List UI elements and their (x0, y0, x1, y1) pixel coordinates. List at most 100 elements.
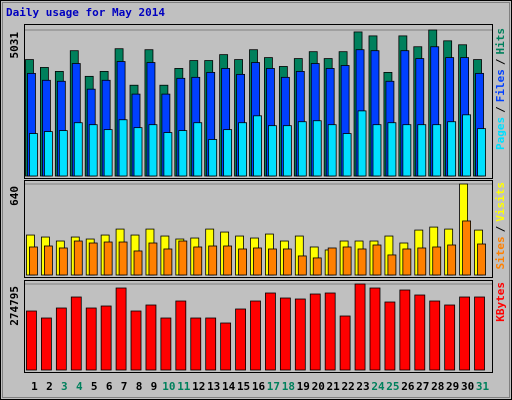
legend-entry: Visits (494, 182, 507, 222)
legend: KBytes (494, 282, 507, 322)
bar (402, 248, 412, 276)
bar (432, 246, 442, 276)
bar (250, 300, 261, 371)
bar (282, 248, 292, 276)
legend-entry: Files (494, 69, 507, 102)
bar (268, 125, 277, 177)
y-tick-label: 274795 (8, 286, 21, 326)
bar (429, 300, 441, 371)
x-tick-label: 24 (371, 380, 385, 393)
bar (235, 308, 246, 371)
x-tick-label: 14 (222, 380, 236, 393)
bar (205, 317, 217, 371)
bar (163, 248, 173, 276)
bar (70, 296, 82, 371)
bar (387, 122, 397, 177)
x-tick-label: 13 (207, 380, 220, 393)
y-tick-label: 640 (8, 186, 21, 206)
bar (417, 247, 427, 276)
bar (372, 124, 382, 177)
bar (265, 292, 276, 371)
legend-separator: / (494, 225, 507, 232)
x-tick-label: 11 (177, 380, 191, 393)
legend: Sites / Visits (494, 182, 507, 270)
x-tick-label: 5 (91, 380, 98, 393)
legend-separator: / (494, 58, 507, 65)
x-tick-label: 26 (401, 380, 415, 393)
bar (384, 301, 396, 371)
x-tick-label: 17 (267, 380, 280, 393)
legend-entry: Hits (494, 28, 507, 55)
x-tick-label: 20 (312, 380, 325, 393)
bar (327, 124, 337, 177)
bar (279, 297, 291, 371)
bar (399, 289, 411, 371)
bar (73, 240, 83, 276)
bar (327, 247, 337, 276)
x-tick-label: 21 (327, 380, 341, 393)
bar (297, 255, 307, 276)
bar (103, 129, 113, 177)
bar (220, 322, 232, 371)
bar (462, 114, 471, 177)
x-tick-label: 4 (76, 380, 83, 393)
x-tick-label: 19 (297, 380, 310, 393)
x-tick-label: 9 (151, 380, 158, 393)
bar (178, 240, 188, 276)
bar (44, 131, 53, 177)
legend-entry: Pages (494, 117, 507, 150)
bar (372, 244, 382, 276)
bar (103, 241, 113, 276)
bar (432, 124, 442, 177)
chart-title: Daily usage for May 2014 (6, 6, 165, 19)
x-tick-label: 30 (461, 380, 474, 393)
y-tick-label: 5031 (8, 32, 21, 59)
x-tick-label: 7 (121, 380, 128, 393)
legend-entry: Sites (494, 236, 507, 269)
bar (88, 124, 98, 177)
bar (193, 122, 203, 177)
x-tick-label: 15 (237, 380, 250, 393)
bar (223, 245, 233, 276)
bar (88, 242, 98, 276)
bar (402, 124, 412, 177)
x-tick-label: 8 (136, 380, 143, 393)
bar (160, 317, 172, 371)
x-tick-label: 28 (431, 380, 444, 393)
x-tick-label: 2 (46, 380, 53, 393)
bar (133, 127, 143, 177)
x-tick-label: 23 (356, 380, 369, 393)
bar (29, 246, 38, 276)
bar (208, 245, 218, 276)
bar (100, 305, 112, 371)
bar (238, 122, 247, 177)
bar (459, 296, 470, 371)
bar (145, 304, 157, 371)
legend-entry: KBytes (494, 282, 507, 322)
bar (118, 241, 128, 276)
x-tick-label: 12 (192, 380, 205, 393)
bar (115, 287, 127, 371)
bar (297, 121, 307, 177)
bar (44, 245, 53, 276)
bar (133, 250, 143, 276)
bar (447, 121, 457, 177)
bar (253, 247, 262, 276)
bar (29, 133, 38, 177)
bar (477, 128, 486, 177)
bar (175, 300, 187, 371)
bar (238, 248, 247, 276)
x-tick-label: 31 (476, 380, 490, 393)
bar (208, 139, 218, 177)
legend-separator: / (494, 106, 507, 113)
bar (474, 296, 485, 371)
x-tick-label: 16 (252, 380, 266, 393)
bar (190, 317, 202, 371)
bar (26, 310, 37, 371)
bar (253, 115, 262, 177)
bar (312, 120, 322, 177)
bar (354, 283, 366, 371)
bar (294, 298, 306, 371)
x-tick-label: 3 (61, 380, 68, 393)
